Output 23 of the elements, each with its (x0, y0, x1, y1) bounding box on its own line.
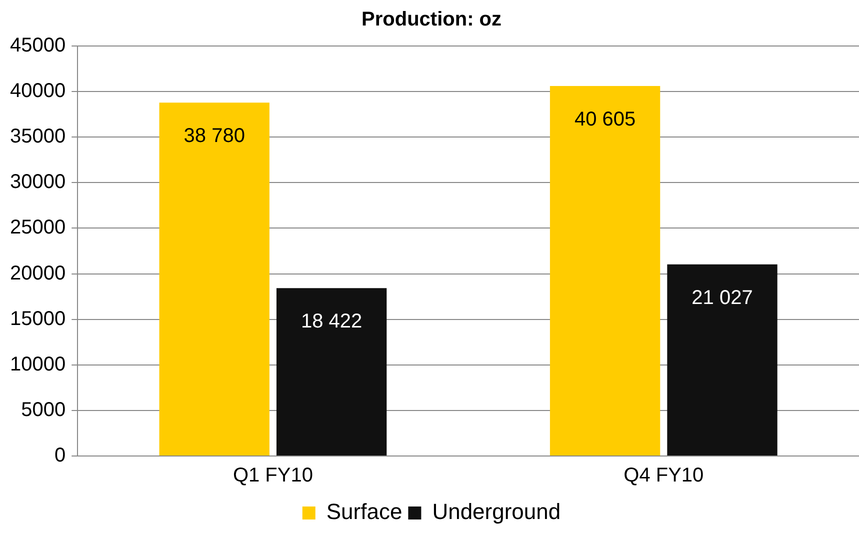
data-label: 40 605 (574, 108, 636, 131)
y-tick-label: 10000 (10, 353, 66, 376)
bar (276, 288, 387, 456)
data-label: 21 027 (692, 286, 753, 309)
chart-title: Production: oz (362, 8, 502, 31)
y-tick-label: 20000 (10, 262, 66, 284)
y-tick-label: 15000 (10, 308, 66, 330)
bar (159, 102, 270, 456)
y-tick-label: 5000 (21, 398, 66, 421)
y-tick-label: 35000 (10, 126, 66, 148)
y-tick-label: 40000 (10, 80, 66, 102)
x-tick-label: Q4 FY10 (624, 464, 704, 487)
bar (550, 86, 660, 456)
x-tick-label: Q1 FY10 (232, 464, 313, 487)
legend-label: Underground (432, 499, 561, 524)
legend-label: Surface (326, 499, 402, 524)
y-tick-label: 25000 (10, 216, 66, 239)
bar (667, 264, 778, 456)
data-label: 18 422 (300, 310, 362, 333)
y-tick-label: 0 (54, 444, 66, 467)
y-tick-label: 45000 (10, 34, 66, 57)
y-tick-label: 30000 (10, 171, 66, 194)
data-label: 38 780 (184, 125, 245, 148)
